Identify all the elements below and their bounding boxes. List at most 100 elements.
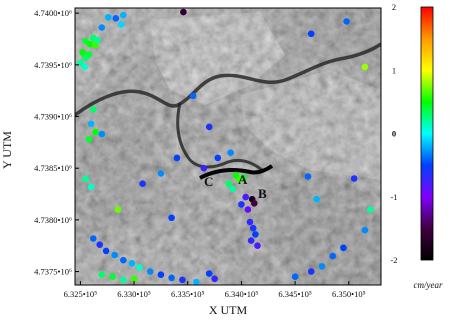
- x-axis: 6.325•10⁵ 6.330•10⁵ 6.335•10⁵ 6.340•10⁵ 6.34…: [64, 281, 366, 299]
- velocity-point: [205, 123, 213, 131]
- marker-b: B: [258, 186, 267, 201]
- y-tick-label: 4.7400•10⁶: [34, 8, 72, 18]
- velocity-point: [136, 264, 143, 271]
- velocity-point: [246, 218, 254, 226]
- velocity-point: [189, 92, 197, 100]
- velocity-point: [240, 174, 247, 181]
- velocity-point: [102, 247, 110, 255]
- velocity-point: [82, 175, 89, 182]
- x-tick-label: 6.350•10⁵: [332, 289, 366, 299]
- velocity-point: [244, 206, 252, 213]
- velocity-point: [205, 270, 213, 277]
- velocity-point: [211, 275, 218, 283]
- velocity-point: [249, 224, 257, 232]
- colorbar-tick-label: 0: [392, 129, 396, 139]
- velocity-point: [90, 106, 97, 113]
- y-tick-label: 4.7380•10⁶: [34, 215, 72, 225]
- velocity-point: [120, 276, 127, 284]
- velocity-point: [329, 252, 337, 260]
- velocity-point: [251, 200, 258, 207]
- velocity-point: [229, 185, 237, 193]
- velocity-point: [361, 63, 369, 71]
- x-tick-label: 6.330•10⁵: [117, 289, 151, 299]
- velocity-point: [225, 180, 232, 187]
- y-axis-label: Y UTM: [0, 131, 14, 169]
- velocity-point: [367, 206, 374, 213]
- velocity-point: [85, 136, 93, 143]
- velocity-point: [94, 36, 101, 44]
- marker-a: A: [238, 172, 248, 187]
- velocity-point: [304, 173, 312, 180]
- x-tick-label: 6.325•10⁵: [64, 289, 98, 299]
- velocity-point: [85, 51, 93, 58]
- velocity-point: [98, 130, 106, 138]
- river: [75, 42, 381, 117]
- velocity-point: [173, 154, 181, 162]
- velocity-point: [120, 11, 127, 19]
- y-tick-label: 4.7375•10⁶: [34, 267, 72, 277]
- velocity-point: [254, 242, 261, 249]
- landslide-scarp: [199, 164, 274, 180]
- velocity-point: [98, 24, 106, 31]
- velocity-point: [81, 63, 88, 71]
- velocity-point: [350, 175, 358, 182]
- velocity-point: [291, 273, 299, 281]
- velocity-point: [146, 268, 154, 275]
- velocity-point: [307, 30, 315, 38]
- colorbar-ticks: 2 1 0 -1 -2: [390, 2, 397, 265]
- velocity-point: [92, 128, 99, 136]
- velocity-point: [227, 149, 234, 156]
- y-tick-label: 4.7395•10⁶: [34, 60, 72, 70]
- velocity-point: [86, 40, 94, 48]
- x-axis-label: X UTM: [209, 303, 248, 317]
- velocity-point: [247, 237, 255, 244]
- colorbar-unit: cm/year: [414, 280, 443, 290]
- velocity-point: [193, 278, 200, 285]
- velocity-point: [307, 268, 315, 275]
- satellite-basemap: [75, 8, 381, 285]
- colorbar: 2 1 0 -1 -2 cm/year: [390, 2, 443, 290]
- y-tick-label: 4.7390•10⁶: [34, 112, 72, 122]
- velocity-point: [313, 195, 320, 203]
- velocity-point: [252, 231, 259, 238]
- velocity-point: [180, 8, 187, 16]
- colorbar-tick-label: 1: [392, 65, 396, 75]
- velocity-point: [340, 244, 347, 252]
- velocity-point: [242, 193, 249, 201]
- velocity-point: [111, 251, 118, 259]
- velocity-point: [200, 164, 208, 172]
- velocity-point: [105, 13, 112, 21]
- velocity-point: [238, 201, 245, 208]
- velocity-point: [361, 226, 369, 234]
- velocity-point: [128, 260, 136, 267]
- velocity-point: [92, 41, 99, 49]
- velocity-point: [168, 214, 175, 222]
- velocity-point: [139, 180, 146, 187]
- river-branch: [176, 102, 263, 172]
- y-axis: 4.7400•10⁶ 4.7395•10⁶ 4.7390•10⁶ 4.7385•10⁶…: [34, 8, 79, 277]
- x-tick-label: 6.340•10⁵: [225, 289, 259, 299]
- marker-c: C: [204, 174, 213, 189]
- velocity-point: [168, 274, 175, 282]
- velocity-point: [109, 273, 116, 281]
- x-tick-label: 6.335•10⁵: [171, 289, 205, 299]
- colorbar-tick-label: 2: [392, 2, 396, 12]
- velocity-point: [96, 241, 103, 248]
- velocity-point: [120, 256, 127, 264]
- velocity-point: [87, 183, 95, 191]
- velocity-points: [77, 8, 374, 285]
- x-tick-label: 6.345•10⁵: [278, 289, 312, 299]
- velocity-point: [318, 263, 326, 270]
- velocity-point: [157, 170, 165, 177]
- colorbar-gradient: [420, 6, 434, 261]
- velocity-point: [79, 49, 86, 56]
- velocity-point: [214, 154, 222, 162]
- velocity-point: [98, 271, 106, 279]
- velocity-point: [343, 18, 350, 25]
- map-frame: [74, 7, 382, 286]
- velocity-point: [90, 235, 97, 242]
- colorbar-tick-label: -2: [390, 255, 397, 265]
- velocity-point: [87, 120, 95, 128]
- velocity-point: [130, 275, 138, 283]
